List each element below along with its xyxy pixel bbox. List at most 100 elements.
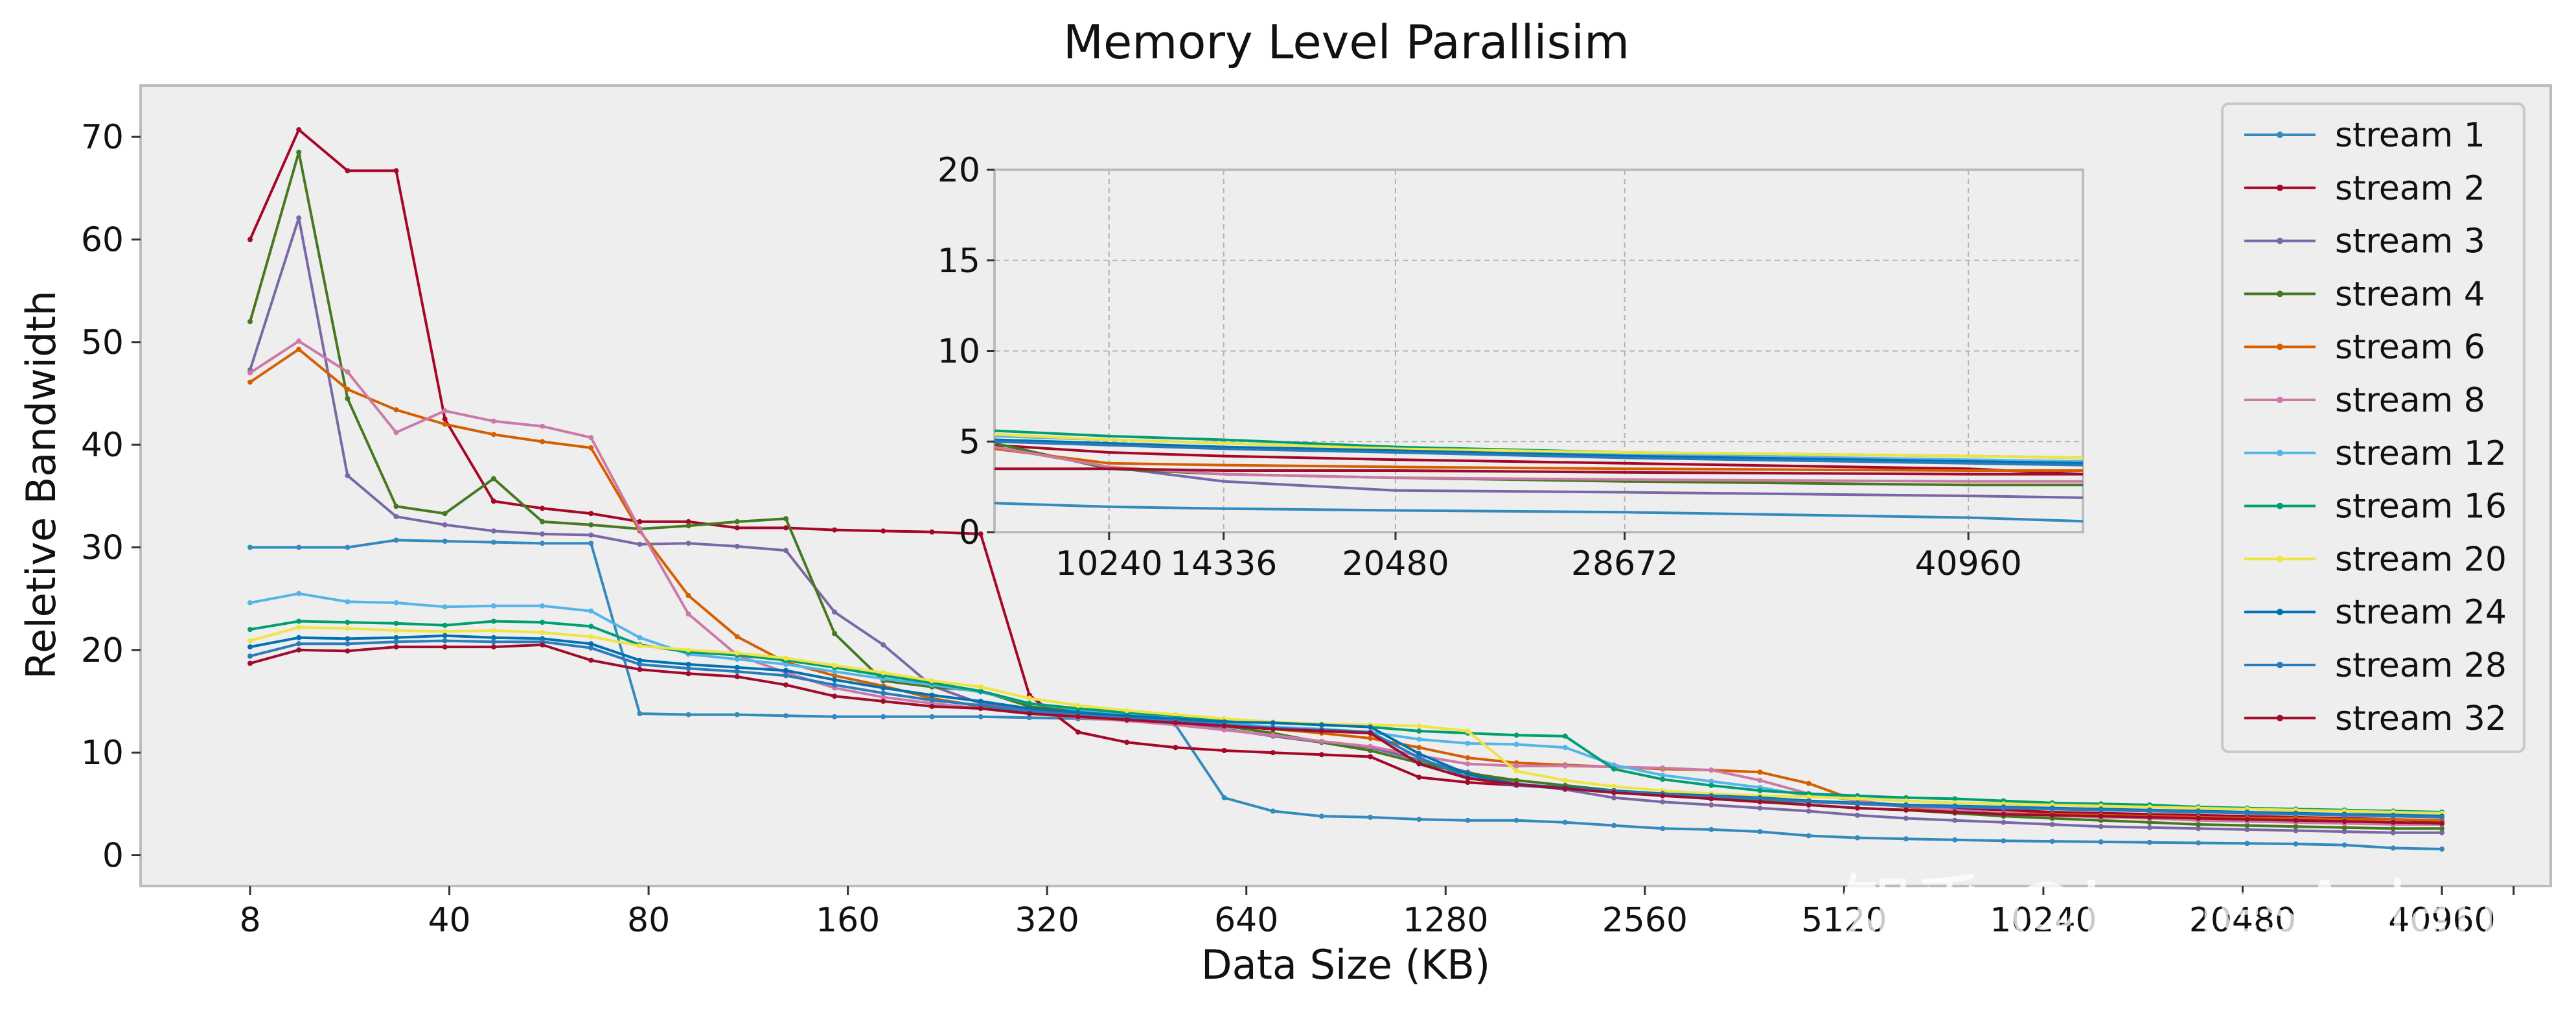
legend-item-stream-12: stream 12 — [2244, 434, 2507, 473]
data-point — [345, 168, 351, 174]
data-point — [1026, 711, 1032, 716]
data-point — [393, 644, 399, 650]
data-point — [783, 682, 788, 688]
legend-label: stream 28 — [2335, 646, 2507, 685]
data-point — [247, 319, 253, 325]
x-tick-label: 80 — [627, 901, 670, 940]
data-point — [2146, 819, 2152, 825]
data-point — [1806, 780, 1811, 786]
data-point — [880, 528, 886, 534]
legend-label: stream 6 — [2335, 328, 2485, 367]
data-point — [393, 514, 399, 519]
data-point — [1660, 776, 1666, 782]
x-tick-label: 8 — [239, 901, 260, 940]
x-tick-label: 20480 — [2189, 901, 2296, 940]
inset-axis-ticks: 0 5 10 15 20 10240 14336 20480 28672 40960 — [937, 151, 2022, 583]
data-point — [2146, 839, 2152, 845]
data-point — [588, 645, 594, 651]
data-point — [1416, 761, 1422, 767]
inset-x-tick-label: 28672 — [1571, 544, 1678, 583]
chart-title: Memory Level Parallisim — [1063, 15, 1629, 69]
data-point — [2098, 839, 2104, 845]
data-point — [685, 611, 691, 617]
data-point — [490, 539, 496, 545]
data-point — [2390, 813, 2396, 819]
x-tick-label: 40960 — [2388, 901, 2495, 940]
data-point — [442, 416, 448, 422]
data-point — [345, 395, 351, 401]
legend-marker — [2277, 449, 2283, 456]
inset-y-tick-label: 0 — [959, 513, 980, 552]
data-point — [1368, 724, 1374, 730]
legend-item-stream-6: stream 6 — [2244, 328, 2485, 367]
legend-label: stream 3 — [2335, 222, 2485, 261]
inset-y-tick-label: 20 — [937, 151, 980, 190]
data-point — [2390, 845, 2396, 851]
data-point — [1660, 765, 1666, 771]
data-point — [393, 635, 399, 640]
x-tick-label: 2560 — [1602, 901, 1688, 940]
data-point — [2001, 811, 2007, 817]
data-point — [1368, 748, 1374, 753]
data-point — [783, 525, 788, 531]
data-point — [540, 620, 546, 625]
data-point — [540, 541, 546, 546]
data-point — [1270, 726, 1276, 732]
data-point — [880, 685, 886, 691]
data-point — [1708, 767, 1714, 773]
legend-marker — [2277, 662, 2283, 668]
data-point — [783, 548, 788, 554]
data-point — [1416, 817, 1422, 822]
data-point — [734, 543, 740, 549]
main-series-group — [247, 127, 2444, 852]
data-point — [1660, 799, 1666, 805]
data-point — [637, 643, 643, 649]
series-line-stream-20 — [249, 626, 2443, 815]
data-point — [588, 435, 594, 441]
data-point — [832, 694, 838, 699]
data-point — [880, 642, 886, 648]
data-point — [783, 655, 788, 661]
data-point — [1854, 805, 1860, 811]
data-point — [1124, 708, 1130, 714]
data-point — [1903, 803, 1909, 809]
legend-marker — [2277, 132, 2283, 138]
data-point — [637, 635, 643, 640]
data-point — [1952, 817, 1958, 823]
data-point — [880, 714, 886, 719]
series-line-stream-32 — [249, 643, 2443, 825]
data-point — [1903, 815, 1909, 821]
data-point — [2341, 812, 2347, 818]
data-point — [880, 699, 886, 704]
legend-marker — [2277, 555, 2283, 563]
data-point — [393, 600, 399, 605]
data-point — [2049, 822, 2055, 827]
data-point — [1465, 761, 1471, 767]
data-point — [1757, 769, 1763, 775]
data-point — [637, 662, 643, 667]
data-point — [2341, 842, 2347, 848]
data-point — [1026, 701, 1032, 706]
inset-series-line-stream-32 — [995, 467, 2083, 476]
data-point — [685, 519, 691, 524]
data-point — [393, 627, 399, 633]
legend-item-stream-4: stream 4 — [2244, 275, 2485, 314]
x-tick-label: 40 — [428, 901, 470, 940]
data-point — [1026, 695, 1032, 701]
legend-item-stream-8: stream 8 — [2244, 381, 2485, 420]
data-point — [734, 650, 740, 656]
data-point — [540, 531, 546, 537]
data-point — [2001, 805, 2007, 811]
data-point — [588, 608, 594, 614]
data-point — [1465, 775, 1471, 781]
data-point — [1708, 826, 1714, 832]
data-point — [734, 525, 740, 531]
data-point — [929, 678, 935, 684]
data-point — [1124, 717, 1130, 723]
data-point — [2439, 821, 2444, 826]
data-point — [1611, 822, 1616, 828]
inset-series-line-stream-8 — [994, 445, 2083, 483]
y-tick-label: 60 — [81, 221, 124, 260]
